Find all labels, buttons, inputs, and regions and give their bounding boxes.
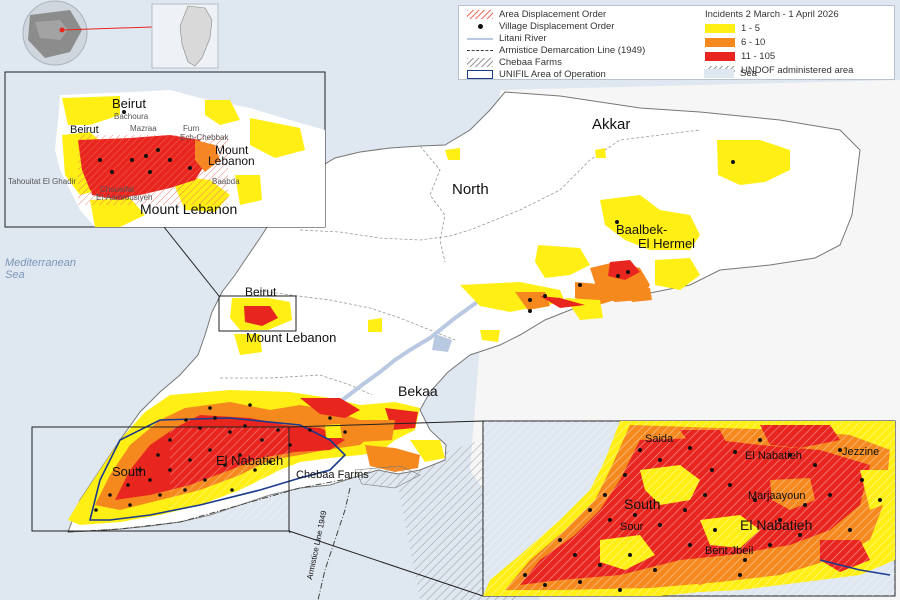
village-orders-north bbox=[528, 160, 735, 313]
inset-bachoura-label: Bachoura bbox=[114, 112, 149, 121]
dashdot-line-icon bbox=[467, 50, 493, 51]
south-label: South bbox=[112, 464, 146, 479]
legend-class-mid: 6 - 10 bbox=[705, 37, 765, 48]
low-swatch-icon bbox=[705, 24, 735, 33]
inset-jezzine-label: Jezzine bbox=[842, 446, 879, 458]
sea-swatch-icon bbox=[704, 69, 734, 78]
sea-label: Mediterranean Sea bbox=[5, 257, 76, 281]
high-swatch-icon bbox=[705, 52, 735, 61]
legend-item-sea bbox=[849, 65, 855, 74]
legend-label: Armistice Demarcation Line (1949) bbox=[499, 45, 646, 56]
armistice-line bbox=[317, 487, 351, 600]
legend-label: Area Displacement Order bbox=[499, 9, 607, 20]
inset-marjaayoun-label: Marjaayoun bbox=[748, 490, 805, 502]
legend-item-armistice: Armistice Demarcation Line (1949) bbox=[467, 45, 645, 56]
south-inset: Saida El Nabatieh Jezzine South Marjaayo… bbox=[482, 420, 896, 597]
dot-swatch-icon bbox=[467, 22, 493, 31]
baalbek-label: Baalbek-El Hermel bbox=[616, 222, 695, 251]
inset-choueifat-label: Choueifat bbox=[100, 185, 135, 194]
legend-label: Chebaa Farms bbox=[499, 57, 562, 68]
legend-label: UNIFIL Area of Operation bbox=[499, 69, 606, 80]
legend-label: UNDOF administered area bbox=[741, 65, 854, 76]
incidents-title: Incidents 2 March - 1 April 2026 bbox=[705, 9, 839, 20]
inset-sour-label: Sour bbox=[620, 521, 644, 533]
legend-label: 6 - 10 bbox=[741, 37, 766, 48]
legend-item-sea-row: Sea bbox=[704, 68, 757, 79]
legend-label: Sea bbox=[740, 68, 757, 79]
locator-map bbox=[0, 0, 228, 70]
south-extent-box bbox=[31, 426, 290, 532]
legend-label: 1 - 5 bbox=[741, 23, 761, 34]
inset-mazraa-label: Mazraa bbox=[130, 124, 157, 133]
south-leader-top bbox=[288, 420, 484, 428]
inset-beirut-label: Beirut bbox=[112, 96, 146, 111]
inset-mount-lebanon-label: Mount Lebanon bbox=[140, 201, 237, 217]
legend-label: Litani River bbox=[499, 33, 547, 44]
incident-areas-north bbox=[368, 140, 790, 342]
beirut-leader-line bbox=[163, 226, 220, 297]
inset-saida-label: Saida bbox=[645, 433, 674, 445]
legend-item-village-displacement: Village Displacement Order bbox=[467, 21, 614, 32]
chebaa-label: Chebaa Farms bbox=[296, 469, 369, 481]
inset-baabda-label: Baabda bbox=[212, 177, 240, 186]
southern-border bbox=[67, 477, 353, 533]
inset-furn-label: Furn Ech-Chebbak bbox=[180, 124, 229, 142]
beirut-area-main bbox=[230, 298, 292, 355]
north-label: North bbox=[452, 181, 489, 198]
area-orders-main bbox=[170, 427, 289, 520]
qaraoun-lake bbox=[432, 334, 452, 352]
legend-item-unifil: UNIFIL Area of Operation bbox=[467, 69, 606, 80]
hatch-red-swatch-icon bbox=[467, 10, 493, 19]
legend-label: Village Displacement Order bbox=[499, 21, 615, 32]
akkar-label: Akkar bbox=[592, 116, 630, 133]
inset-el-nabatieh-label: El Nabatieh bbox=[745, 450, 802, 462]
beirut-extent-box bbox=[218, 295, 297, 332]
inset-tahouitat-label: Tahouitat El Ghadir bbox=[8, 177, 76, 186]
south-leader-bottom bbox=[288, 530, 484, 597]
legend-item-chebaa: Chebaa Farms bbox=[467, 57, 562, 68]
unifil-area bbox=[88, 417, 347, 521]
legend-class-high: 11 - 105 bbox=[705, 51, 775, 62]
village-orders-south-main bbox=[94, 403, 347, 512]
inset-bent-jbeil-label: Bent Jbeil bbox=[705, 545, 753, 557]
inset-mount-lebanon-inner-label: Mount Lebanon bbox=[208, 143, 255, 168]
beirut-label: Beirut bbox=[245, 285, 277, 299]
sea-label-line2: Sea bbox=[5, 269, 25, 281]
hatch-grey-swatch-icon bbox=[467, 58, 493, 67]
mount-lebanon-label: Mount Lebanon bbox=[246, 330, 336, 345]
map-legend: Area Displacement Order Village Displace… bbox=[458, 5, 895, 80]
chebaa-farms-area bbox=[354, 465, 421, 489]
inset-south-label: South bbox=[624, 496, 661, 512]
mid-swatch-icon bbox=[705, 38, 735, 47]
legend-label: 11 - 105 bbox=[741, 51, 776, 62]
beirut-inset: Beirut Bachoura Beirut Mazraa Furn Ech-Ch… bbox=[4, 71, 326, 228]
inset-el-nabatieh2-label: El Nabatieh bbox=[740, 517, 812, 533]
legend-class-low: 1 - 5 bbox=[705, 23, 760, 34]
inset-el-aamrousiyeh-label: El-Aamrousiyeh bbox=[96, 193, 152, 202]
bekaa-label: Bekaa bbox=[398, 383, 438, 399]
legend-item-litani: Litani River bbox=[467, 33, 547, 44]
river-line-icon bbox=[467, 37, 493, 40]
el-nabatieh-label: El Nabatieh bbox=[216, 453, 283, 468]
unifil-box-icon bbox=[467, 70, 493, 79]
inset-beirut-west-label: Beirut bbox=[70, 124, 99, 136]
legend-item-area-displacement: Area Displacement Order bbox=[467, 9, 606, 20]
